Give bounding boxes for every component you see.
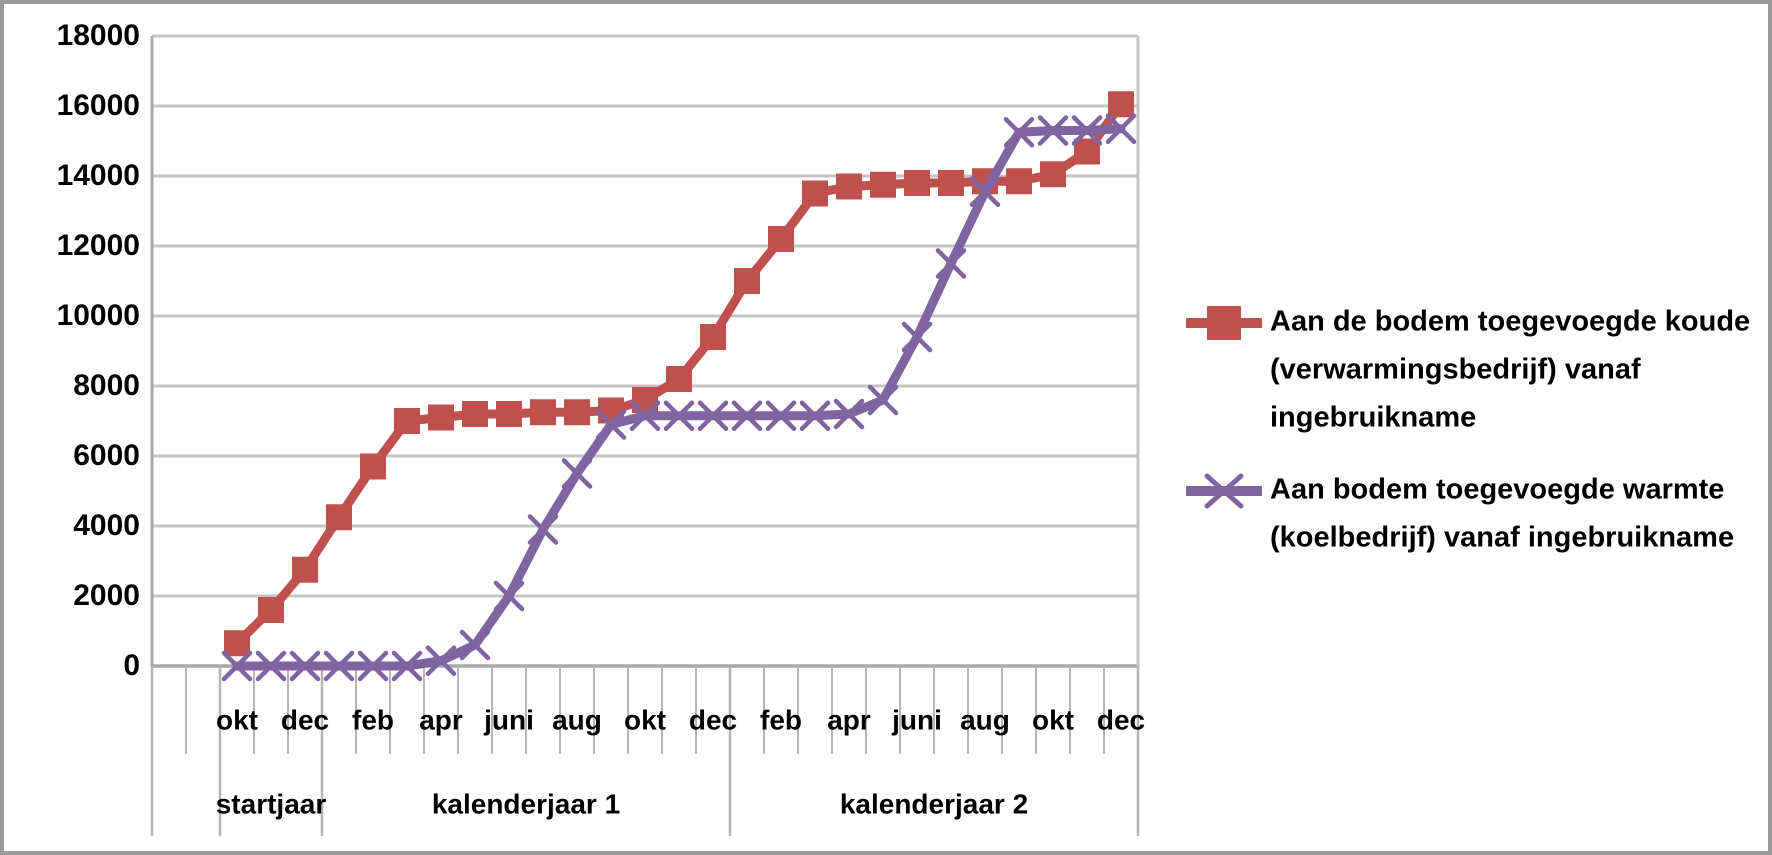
data-point-marker: [561, 458, 593, 489]
data-point-marker: [938, 170, 964, 196]
month-label: apr: [827, 704, 871, 735]
data-point-marker: [394, 408, 420, 434]
data-point-marker: [867, 384, 899, 416]
month-label: dec: [1097, 704, 1145, 735]
month-label: okt: [216, 704, 258, 735]
data-point-marker: [768, 226, 794, 252]
y-axis-tick-label: 4000: [73, 509, 140, 542]
data-point-marker: [799, 400, 831, 431]
month-label: juni: [483, 704, 534, 735]
data-point-marker: [1108, 91, 1134, 118]
data-point-marker: [833, 398, 865, 430]
x-axis-ticks: [150, 666, 1140, 836]
data-point-marker: [527, 514, 559, 545]
data-point-marker: [1006, 168, 1032, 195]
data-point-marker: [969, 176, 1001, 207]
month-label: apr: [419, 704, 463, 735]
data-point-marker: [901, 321, 933, 353]
month-label: dec: [689, 704, 737, 735]
data-point-marker: [666, 366, 692, 392]
data-point-marker: [1071, 115, 1103, 146]
data-point-marker: [357, 650, 389, 682]
legend-item: Aan bodem toegevoegde warmte (koelbedrijf…: [1186, 473, 1734, 554]
plot-border-lines: [150, 36, 1140, 666]
year-group-labels: startjaar kalenderjaar 1 kalenderjaar 2: [216, 788, 1028, 819]
data-point-marker: [731, 400, 763, 431]
month-label: juni: [891, 704, 942, 735]
legend-label: (koelbedrijf) vanaf ingebruikname: [1270, 522, 1734, 554]
legend-item: Aan de bodem toegevoegde koude (verwarmin…: [1186, 306, 1750, 434]
y-axis-labels: 0 2000 4000 6000 8000 10000 12000 14000 16000 180…: [57, 19, 140, 682]
y-axis-tick-label: 10000: [57, 299, 140, 332]
month-labels: okt dec feb apr juni aug okt dec feb apr juni aug ok…: [216, 704, 1145, 735]
month-label: dec: [281, 704, 329, 735]
data-point-marker: [836, 173, 862, 200]
data-point-marker: [292, 556, 318, 583]
y-axis-tick-label: 2000: [73, 579, 140, 612]
legend-label: ingebruikname: [1270, 402, 1476, 434]
line-chart: 0 2000 4000 6000 8000 10000 12000 14000 16000 180…: [57, 19, 1750, 836]
data-point-marker: [629, 400, 661, 431]
data-point-marker: [255, 650, 287, 682]
data-point-marker: [224, 630, 250, 657]
data-point-marker: [289, 650, 321, 682]
series-layer: [221, 91, 1137, 682]
data-point-marker: [1074, 138, 1100, 165]
y-axis-tick-label: 16000: [57, 89, 140, 122]
legend-square-marker-icon: [1207, 306, 1241, 340]
y-axis-tick-label: 14000: [57, 159, 140, 192]
y-axis-tick-label: 6000: [73, 439, 140, 472]
data-point-marker: [870, 171, 896, 198]
data-point-marker: [697, 400, 729, 431]
data-point-marker: [391, 650, 423, 682]
series-line: [232, 124, 1126, 671]
month-label: aug: [960, 704, 1010, 735]
legend-x-marker-icon: [1204, 473, 1244, 509]
data-point-marker: [493, 580, 525, 612]
data-point-marker: [459, 629, 491, 661]
y-gridlines: [152, 34, 1138, 668]
y-axis-tick-label: 8000: [73, 369, 140, 402]
data-point-marker: [765, 400, 797, 431]
data-point-marker: [326, 504, 352, 531]
month-label: okt: [1032, 704, 1074, 735]
data-point-marker: [663, 400, 695, 431]
year-group-label: kalenderjaar 2: [840, 788, 1028, 819]
data-point-marker: [425, 645, 457, 676]
data-point-marker: [1105, 113, 1137, 144]
data-point-marker: [564, 399, 590, 426]
data-point-marker: [1003, 117, 1035, 148]
month-label: feb: [352, 704, 394, 735]
year-group-label: kalenderjaar 1: [432, 788, 620, 819]
y-axis-tick-label: 12000: [57, 229, 140, 262]
legend-label: Aan bodem toegevoegde warmte: [1270, 474, 1724, 506]
legend-label: (verwarmingsbedrijf) vanaf: [1270, 354, 1641, 386]
legend: Aan de bodem toegevoegde koude (verwarmin…: [1186, 306, 1750, 554]
data-point-marker: [496, 401, 522, 427]
data-point-marker: [530, 399, 556, 426]
year-group-label: startjaar: [216, 788, 327, 819]
month-label: aug: [552, 704, 602, 735]
data-point-marker: [323, 650, 355, 682]
month-label: okt: [624, 704, 666, 735]
data-point-marker: [904, 170, 930, 196]
data-point-marker: [1037, 115, 1069, 146]
data-point-marker: [734, 268, 760, 294]
data-point-marker: [700, 324, 726, 350]
data-point-marker: [802, 180, 828, 207]
data-point-marker: [595, 409, 627, 440]
month-label: feb: [760, 704, 802, 735]
data-point-marker: [935, 248, 967, 279]
legend-label: Aan de bodem toegevoegde koude: [1270, 306, 1750, 338]
data-point-marker: [221, 650, 253, 682]
series-warmte: [221, 113, 1137, 682]
y-axis-tick-label: 18000: [57, 19, 140, 52]
data-point-marker: [1040, 161, 1066, 188]
data-point-marker: [462, 401, 488, 427]
data-point-marker: [258, 597, 284, 623]
data-point-marker: [428, 404, 454, 431]
data-point-marker: [360, 453, 386, 480]
y-axis-tick-label: 0: [123, 649, 140, 682]
